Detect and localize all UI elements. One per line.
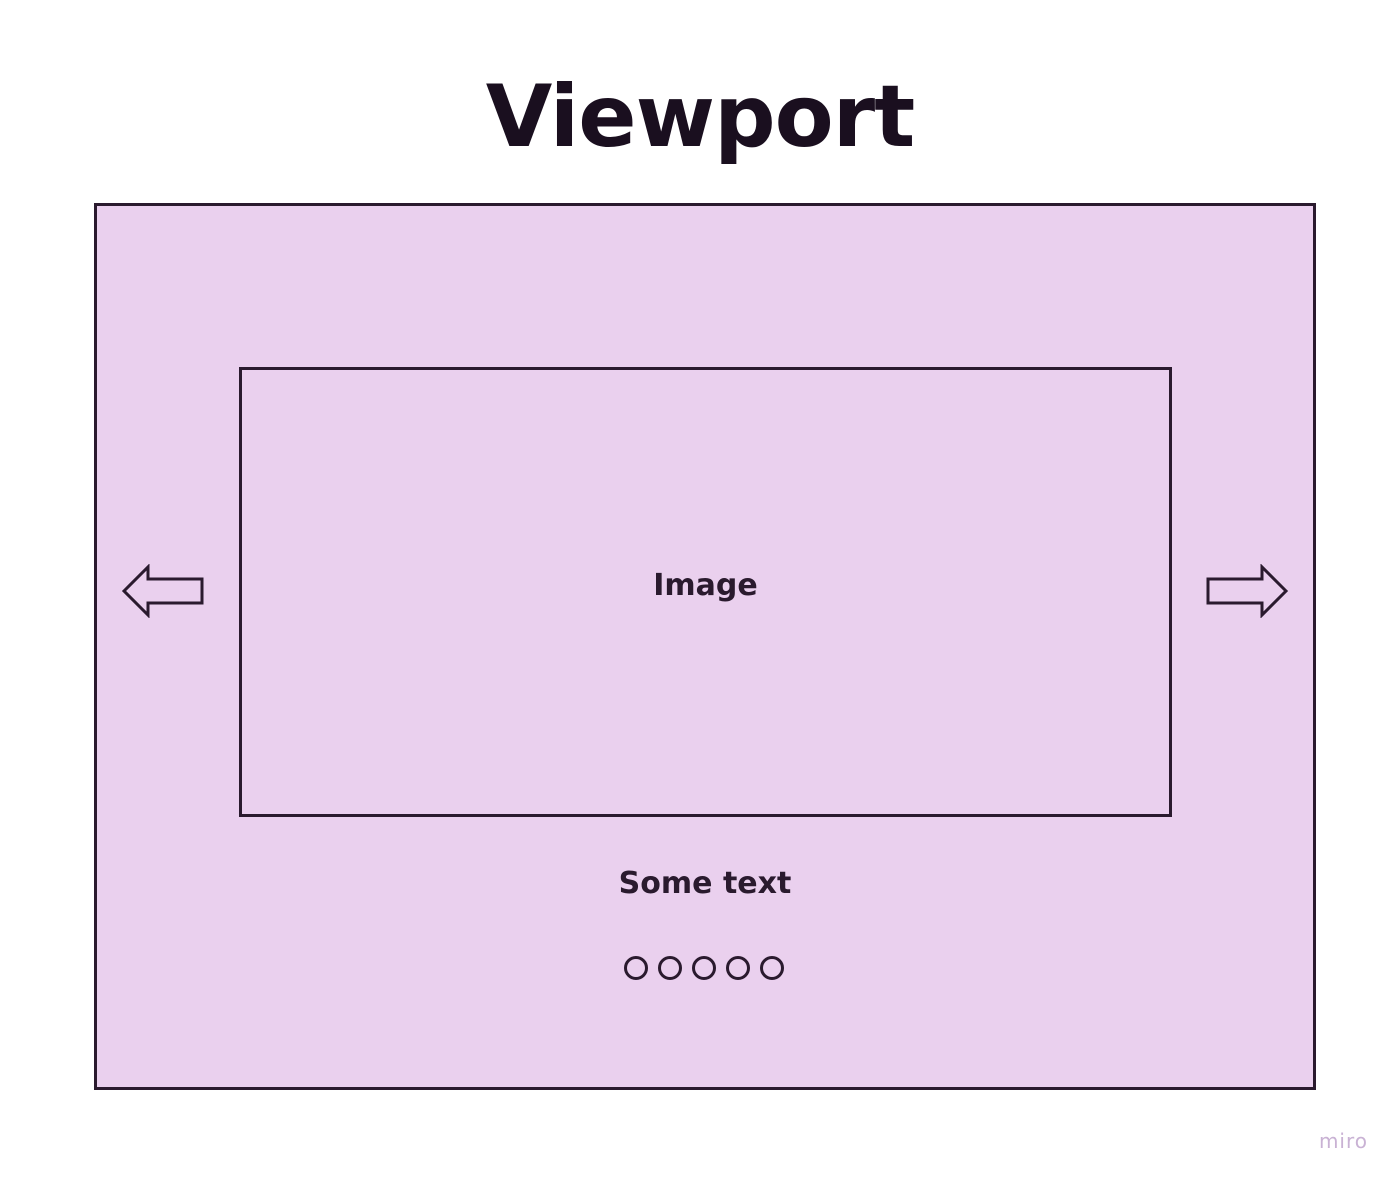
prev-arrow-button[interactable] [121,563,205,622]
next-arrow-button[interactable] [1205,563,1289,622]
pagination-dot[interactable] [658,956,682,980]
pagination-dots [624,956,784,982]
page-title: Viewport [485,67,915,167]
pagination-dot[interactable] [624,956,648,980]
carousel-caption: Some text [618,866,792,901]
image-label: Image [653,568,758,603]
carousel-image-placeholder: Image [239,367,1172,817]
arrow-right-icon [1206,563,1289,619]
pagination-dot[interactable] [726,956,750,980]
pagination-dot[interactable] [692,956,716,980]
miro-watermark: miro [1318,1129,1368,1153]
arrow-left-icon [121,563,204,619]
pagination-dot[interactable] [760,956,784,980]
viewport-frame: Image Some text [94,203,1316,1090]
